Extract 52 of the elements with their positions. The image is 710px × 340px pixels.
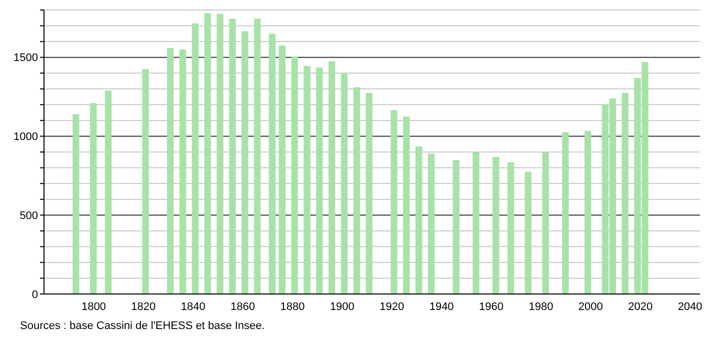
bar	[204, 13, 211, 294]
bar	[192, 23, 199, 294]
bar	[390, 110, 398, 294]
bar	[304, 66, 310, 294]
bar	[104, 90, 112, 294]
x-tick-label: 2040	[678, 300, 702, 313]
bar	[316, 68, 323, 294]
bar	[542, 152, 549, 294]
bar	[562, 132, 569, 294]
bar	[278, 46, 286, 294]
bar	[268, 34, 276, 294]
x-tick-label: 2020	[628, 300, 653, 313]
bar	[584, 130, 592, 294]
y-tick-label: 0	[32, 288, 38, 301]
bar	[353, 87, 360, 294]
bar	[179, 49, 186, 294]
bar	[366, 92, 372, 294]
bar	[340, 73, 348, 294]
x-tick-label: 1800	[81, 300, 106, 313]
x-tick-label: 1820	[131, 300, 156, 313]
bar	[492, 156, 500, 294]
x-tick-label: 1940	[429, 300, 454, 313]
bar	[403, 116, 410, 294]
bar	[229, 18, 236, 294]
x-tick-label: 2000	[578, 300, 603, 313]
bar	[428, 154, 435, 294]
bar	[415, 146, 422, 294]
x-tick-label: 1980	[528, 300, 554, 313]
x-tick-label: 1860	[230, 300, 256, 313]
x-tick-label: 1880	[280, 300, 305, 313]
x-tick-label: 1920	[380, 300, 404, 313]
bar	[452, 160, 460, 294]
bar	[254, 18, 261, 294]
bar	[216, 14, 224, 294]
bar	[524, 172, 532, 294]
x-tick-label: 1960	[479, 300, 504, 313]
bar	[142, 69, 149, 294]
bar	[328, 61, 336, 294]
bar	[291, 56, 298, 294]
bar	[507, 162, 514, 294]
bar	[90, 103, 97, 294]
bar	[242, 31, 248, 294]
y-tick-label: 500	[20, 210, 38, 222]
x-tick-label: 1900	[330, 300, 354, 313]
source-note: Sources : base Cassini de l'EHESS et base Insee.	[20, 320, 265, 332]
y-tick-label: 1500	[14, 52, 38, 64]
bar	[622, 92, 628, 294]
y-tick-label: 1000	[14, 131, 38, 144]
x-tick-label: 1840	[180, 300, 206, 313]
bar	[167, 48, 174, 294]
bar	[72, 114, 80, 294]
bar	[472, 152, 480, 294]
